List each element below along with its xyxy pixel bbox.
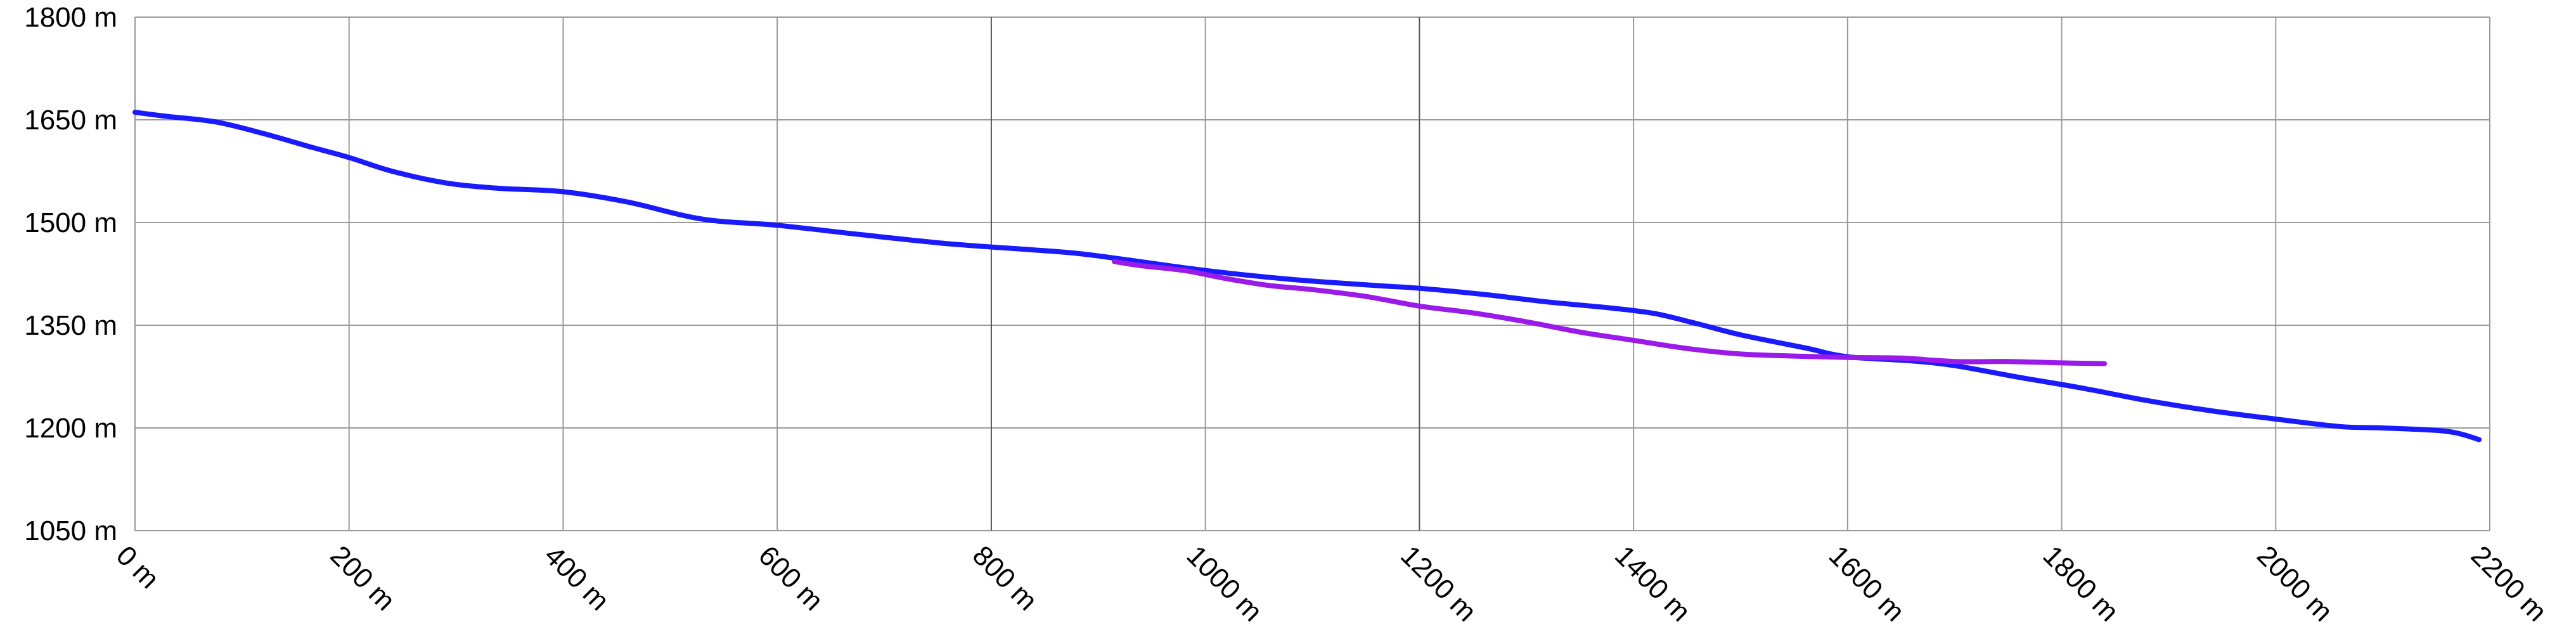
x-tick-label: 1000 m [1181,540,1268,627]
grid [134,16,2490,531]
x-tick-label: 2200 m [2465,540,2553,627]
x-axis-tick-labels: 0 m 200 m 400 m 600 m 800 m 1000 m 1200 m 1400 … [110,540,2553,627]
x-tick-label: 1400 m [1609,540,1696,627]
series-group [132,110,2482,443]
y-tick-label: 1200 m [24,413,117,444]
y-tick-label: 1050 m [24,515,117,547]
x-tick-label: 800 m [967,540,1043,616]
x-tick-label: 1200 m [1394,540,1482,627]
x-tick-label: 1800 m [2037,540,2124,627]
x-tick-label: 600 m [752,540,829,616]
x-tick-label: 2000 m [2251,540,2338,627]
x-tick-label: 1600 m [1823,540,1910,627]
y-tick-label: 1350 m [24,310,117,341]
y-tick-label: 1800 m [24,2,117,33]
y-tick-label: 1650 m [24,105,117,136]
y-tick-label: 1500 m [24,207,117,238]
series-line-1 [132,110,2482,443]
x-tick-label: 200 m [325,540,401,616]
x-tick-label: 0 m [110,540,165,595]
series-line-2 [1112,259,2108,366]
y-axis-tick-labels: 1050 m 1200 m 1350 m 1500 m 1650 m 1800 m [24,2,117,547]
x-tick-label: 400 m [538,540,615,616]
